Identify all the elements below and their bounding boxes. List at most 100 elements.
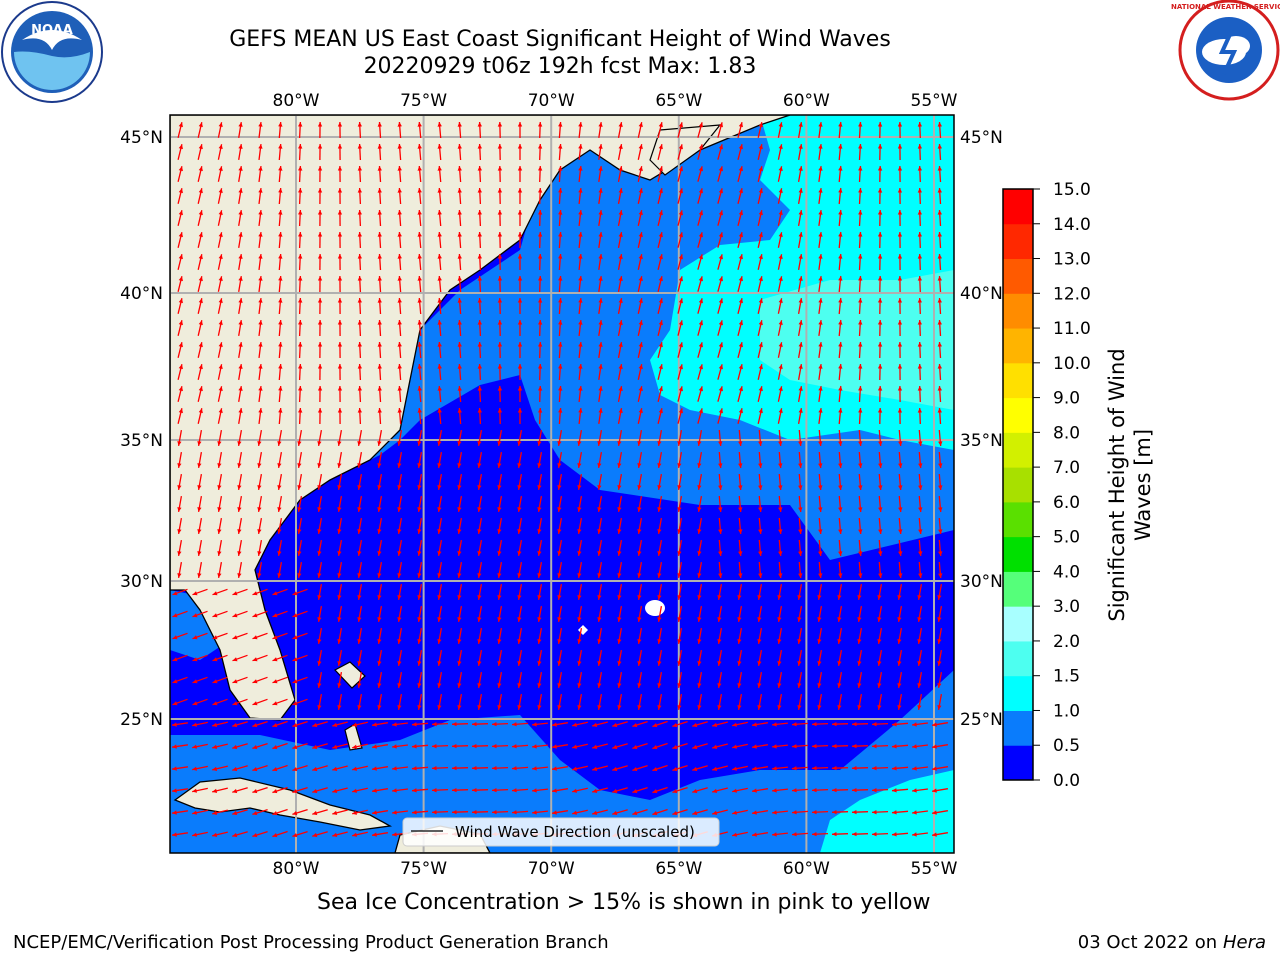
wave-arrow-head bbox=[517, 683, 522, 688]
wave-arrow-head bbox=[637, 683, 642, 688]
wave-arrow-head bbox=[517, 529, 522, 534]
wave-arrow-head bbox=[178, 122, 183, 128]
wave-arrow-head bbox=[718, 342, 723, 348]
wave-arrow-head bbox=[477, 529, 482, 534]
wave-arrow-head bbox=[292, 591, 298, 596]
wave-arrow-head bbox=[397, 408, 402, 413]
wave-arrow-head bbox=[577, 639, 582, 644]
wave-arrow-head bbox=[897, 705, 902, 710]
wave-arrow-head bbox=[778, 551, 783, 556]
wave-arrow-head bbox=[618, 188, 623, 193]
wave-arrow-head bbox=[558, 320, 563, 325]
wave-arrow-head bbox=[317, 529, 322, 534]
wave-arrow-head bbox=[818, 298, 823, 303]
wave-arrow-head bbox=[417, 463, 422, 468]
wave-arrow-head bbox=[437, 408, 442, 413]
wave-arrow-head bbox=[517, 276, 523, 281]
wave-arrow-head bbox=[698, 342, 703, 348]
wave-arrow-head bbox=[697, 573, 702, 578]
wave-arrow-head bbox=[877, 683, 882, 688]
wave-arrow-head bbox=[697, 507, 702, 512]
wave-arrow-head bbox=[357, 298, 362, 303]
wave-arrow-head bbox=[652, 723, 658, 728]
wave-arrow-head bbox=[497, 364, 503, 369]
wave-arrow-head bbox=[337, 551, 342, 556]
wave-arrow-head bbox=[738, 408, 743, 414]
wave-arrow-head bbox=[397, 463, 402, 468]
wave-arrow-head bbox=[617, 595, 622, 600]
wave-arrow-head bbox=[277, 463, 282, 468]
wave-arrow-head bbox=[497, 298, 503, 303]
wave-arrow-head bbox=[717, 661, 722, 666]
wave-arrow-head bbox=[738, 298, 743, 304]
wave-arrow-head bbox=[638, 276, 643, 281]
wave-arrow-head bbox=[252, 679, 258, 684]
wave-arrow-head bbox=[917, 232, 922, 237]
wave-arrow-head bbox=[672, 811, 678, 816]
colorbar: 0.0 0.5 1.0 1.5 2.0 3.0 4.0 5.0 6.0 7.0 8.0 9.0 10.0… bbox=[1003, 180, 1091, 791]
wave-arrow-head bbox=[532, 722, 537, 727]
wave-arrow-head bbox=[677, 485, 682, 490]
wave-arrow-head bbox=[812, 744, 817, 749]
nws-logo: NATIONAL WEATHER SERVICE bbox=[1171, 0, 1280, 101]
wave-arrow-head bbox=[838, 254, 843, 259]
wave-arrow-head bbox=[538, 276, 543, 281]
wave-arrow-head bbox=[758, 463, 763, 468]
wave-arrow-head bbox=[897, 210, 903, 215]
wave-arrow-head bbox=[597, 573, 602, 578]
wave-arrow-head bbox=[838, 529, 843, 534]
wave-arrow-head bbox=[417, 573, 422, 578]
wave-arrow-head bbox=[738, 320, 743, 326]
wave-arrow-head bbox=[437, 342, 442, 347]
wave-arrow-head bbox=[778, 166, 783, 171]
wave-arrow-head bbox=[592, 810, 598, 815]
wave-arrow-head bbox=[377, 144, 382, 149]
wave-arrow-head bbox=[277, 551, 282, 556]
wave-arrow-head bbox=[252, 767, 258, 772]
wave-arrow-head bbox=[232, 832, 238, 838]
wave-arrow-head bbox=[337, 342, 343, 347]
wave-arrow-head bbox=[798, 441, 803, 446]
wave-arrow-head bbox=[232, 657, 238, 662]
wave-arrow-head bbox=[597, 595, 602, 600]
wave-arrow-head bbox=[658, 298, 663, 304]
wave-arrow-head bbox=[252, 723, 258, 728]
wave-arrow-head bbox=[412, 766, 417, 771]
wave-arrow-head bbox=[912, 810, 917, 815]
wave-arrow-head bbox=[552, 722, 557, 727]
wave-arrow-head bbox=[758, 573, 763, 578]
wave-arrow-head bbox=[938, 463, 943, 468]
wave-arrow-head bbox=[698, 386, 703, 392]
wave-arrow-head bbox=[578, 210, 583, 215]
wave-arrow-head bbox=[452, 744, 457, 749]
wave-arrow-head bbox=[817, 639, 822, 644]
wave-arrow-head bbox=[698, 320, 703, 326]
wave-arrow-head bbox=[818, 276, 823, 281]
wave-arrow-head bbox=[377, 188, 382, 193]
wave-arrow-head bbox=[317, 639, 322, 644]
wave-arrow-head bbox=[198, 364, 203, 370]
wave-arrow-head bbox=[377, 507, 382, 512]
wave-arrow-head bbox=[937, 408, 942, 413]
wave-arrow-head bbox=[298, 210, 303, 215]
wave-arrow-head bbox=[192, 591, 198, 596]
wave-arrow-head bbox=[337, 210, 343, 215]
wave-arrow-head bbox=[292, 833, 298, 838]
wave-arrow-head bbox=[457, 342, 462, 347]
wave-arrow-head bbox=[537, 441, 542, 446]
wave-arrow-head bbox=[517, 573, 522, 578]
wave-arrow-head bbox=[798, 320, 803, 325]
wave-arrow-head bbox=[397, 144, 402, 149]
wave-arrow-head bbox=[937, 705, 942, 710]
wave-arrow-head bbox=[917, 188, 922, 193]
wave-arrow-head bbox=[718, 408, 723, 414]
wave-arrow-head bbox=[377, 232, 382, 237]
wave-arrow-head bbox=[818, 463, 823, 468]
wave-arrow-head bbox=[277, 507, 282, 512]
wave-arrow-head bbox=[357, 320, 362, 325]
wave-arrow-head bbox=[477, 122, 482, 127]
wave-arrow-head bbox=[678, 342, 683, 348]
wave-arrow-head bbox=[897, 298, 903, 303]
wave-arrow-head bbox=[617, 573, 622, 578]
wave-arrow-head bbox=[658, 166, 663, 172]
